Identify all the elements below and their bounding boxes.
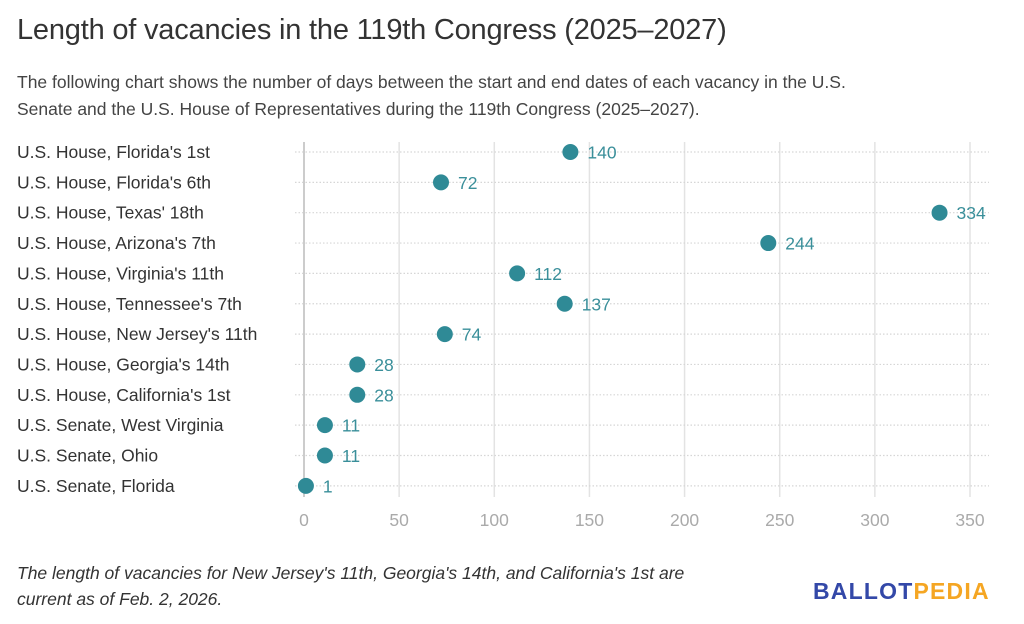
- x-tick-label: 200: [670, 510, 699, 530]
- x-tick-label: 350: [955, 510, 984, 530]
- logo-part-ballot: BALLOT: [813, 578, 914, 604]
- row-label: U.S. House, Tennessee's 7th: [17, 294, 242, 314]
- footnote: The length of vacancies for New Jersey's…: [17, 560, 684, 612]
- data-label: 74: [462, 325, 482, 345]
- x-tick-label: 300: [860, 510, 889, 530]
- x-tick-label: 250: [765, 510, 794, 530]
- chart-subtitle: The following chart shows the number of …: [17, 69, 846, 123]
- subtitle-line: Senate and the U.S. House of Representat…: [17, 99, 700, 119]
- data-label: 11: [342, 416, 360, 436]
- footnote-line: The length of vacancies for New Jersey's…: [17, 563, 685, 583]
- x-tick-label: 50: [389, 510, 409, 530]
- row-label: U.S. House, New Jersey's 11th: [17, 324, 257, 344]
- data-label: 244: [785, 234, 814, 254]
- ballotpedia-logo: BALLOTPEDIA: [813, 578, 990, 605]
- row-label: U.S. Senate, Florida: [17, 476, 175, 496]
- row-label: U.S. House, Florida's 6th: [17, 172, 211, 192]
- data-point: [436, 326, 453, 343]
- logo-part-pedia: PEDIA: [913, 578, 990, 604]
- chart-title: Length of vacancies in the 119th Congres…: [17, 14, 727, 46]
- data-label: 72: [458, 173, 477, 193]
- dot-plot: U.S. House, Florida's 1st U.S. House, Flo…: [17, 142, 989, 530]
- data-point: [349, 386, 366, 403]
- row-label: U.S. House, Arizona's 7th: [17, 233, 216, 253]
- data-point: [349, 356, 366, 373]
- data-point: [562, 144, 579, 160]
- x-tick-label: 150: [575, 510, 604, 530]
- footnote-line: current as of Feb. 2, 2026.: [17, 589, 223, 609]
- data-point: [760, 235, 777, 252]
- row-gridlines: [295, 151, 989, 487]
- row-label: U.S. Senate, Ohio: [17, 446, 158, 466]
- data-point: [297, 477, 314, 494]
- data-point: [316, 417, 333, 434]
- x-tick-label: 0: [299, 510, 309, 530]
- x-tick-label: 100: [480, 510, 509, 530]
- data-label: 11: [342, 446, 360, 466]
- data-label: 334: [957, 203, 986, 223]
- subtitle-line: The following chart shows the number of …: [17, 72, 846, 92]
- data-points: [297, 144, 948, 494]
- x-axis-tick-labels: 0 50 100 150 200 250 300 350: [299, 510, 985, 530]
- row-label: U.S. Senate, West Virginia: [17, 415, 224, 435]
- row-label: U.S. House, Texas' 18th: [17, 203, 204, 223]
- row-label: U.S. House, Georgia's 14th: [17, 354, 229, 374]
- data-point: [509, 265, 526, 282]
- data-label: 1: [323, 476, 333, 496]
- data-label: 140: [587, 143, 616, 163]
- vertical-gridlines: [398, 142, 971, 497]
- row-labels: U.S. House, Florida's 1st U.S. House, Flo…: [17, 142, 257, 496]
- data-point: [931, 204, 948, 221]
- data-point: [316, 447, 333, 464]
- row-label: U.S. House, Virginia's 11th: [17, 263, 224, 283]
- data-label: 112: [534, 264, 562, 284]
- row-label: U.S. House, Florida's 1st: [17, 142, 210, 162]
- row-label: U.S. House, California's 1st: [17, 385, 231, 405]
- data-label: 28: [374, 355, 393, 375]
- data-label: 137: [582, 294, 611, 314]
- data-point: [433, 174, 450, 191]
- data-label: 28: [374, 385, 393, 405]
- data-point: [556, 295, 573, 312]
